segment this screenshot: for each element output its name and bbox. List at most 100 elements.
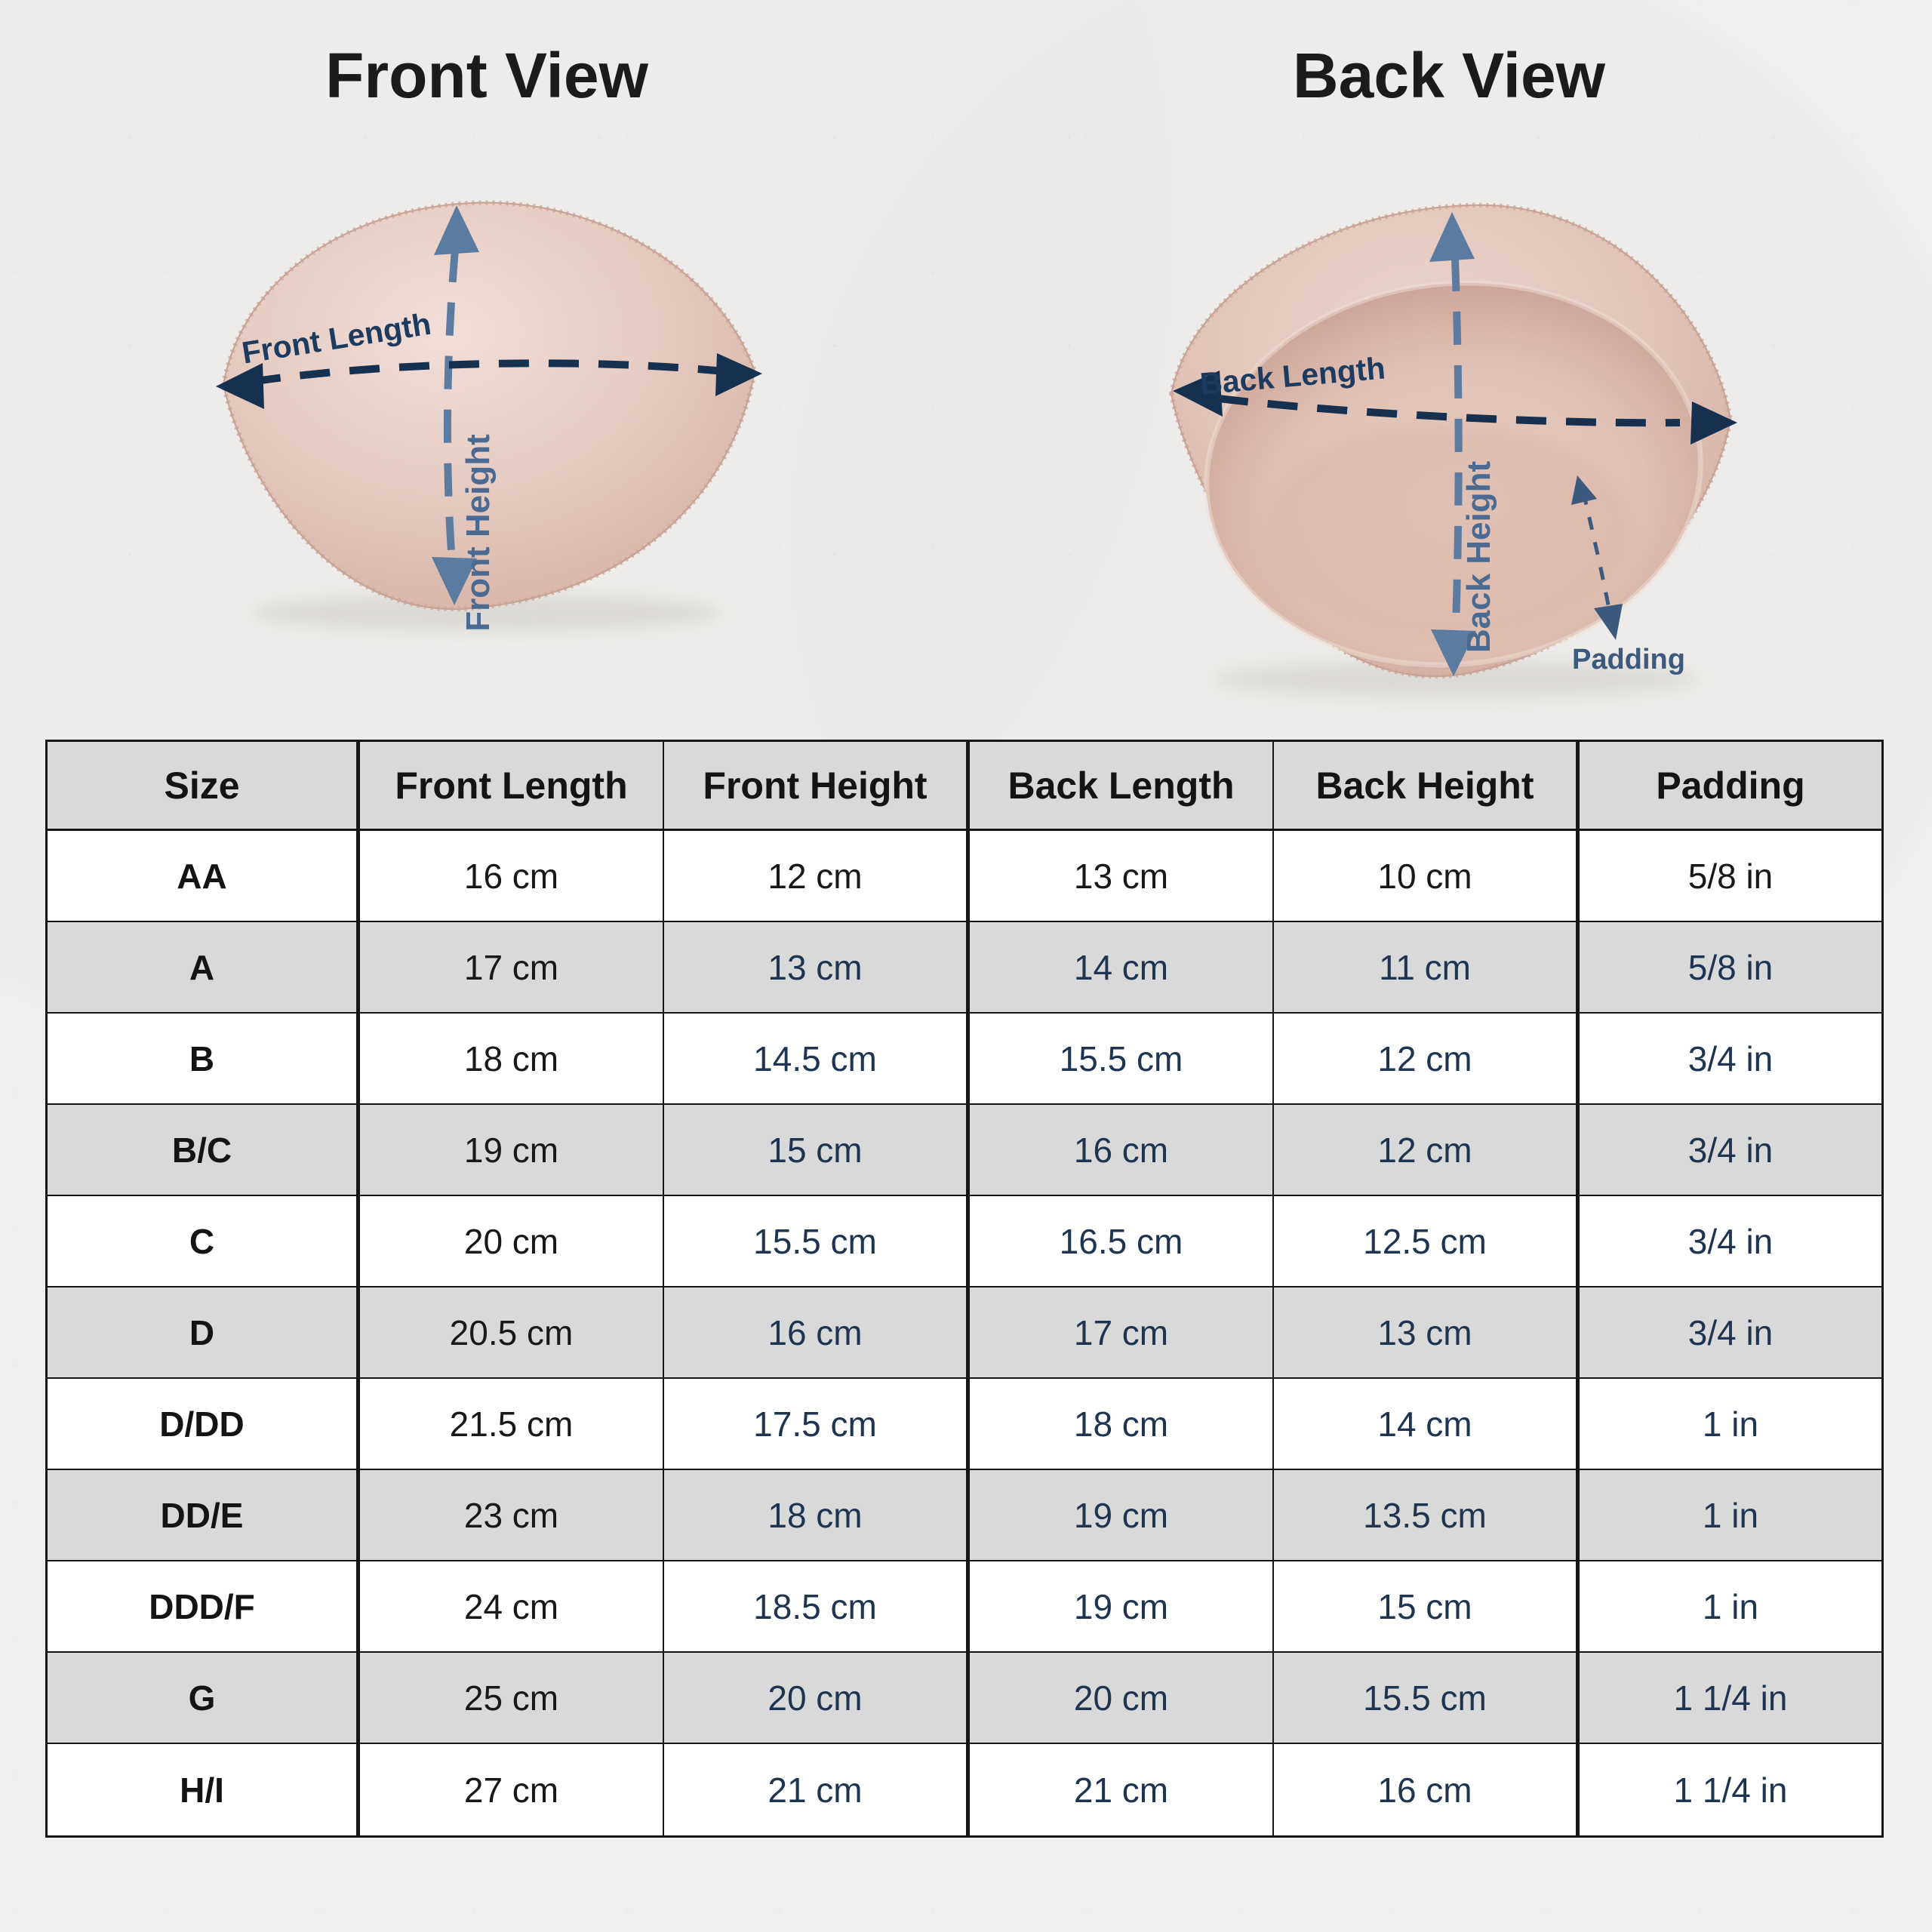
table-cell: 20 cm <box>970 1653 1274 1744</box>
table-cell: 3/4 in <box>1580 1105 1881 1196</box>
front-length-arrowhead-left <box>216 363 264 409</box>
back-length-arrow <box>1217 395 1681 427</box>
size-cell: G <box>48 1653 360 1744</box>
table-cell: 1 1/4 in <box>1580 1744 1881 1835</box>
back-height-arrow <box>1451 257 1463 626</box>
table-cell: 15.5 cm <box>970 1014 1274 1105</box>
col-header-front-length: Front Length <box>360 742 664 831</box>
col-header-back-height: Back Height <box>1274 742 1580 831</box>
table-cell: 19 cm <box>970 1561 1274 1653</box>
table-cell: 13 cm <box>970 831 1274 922</box>
table-cell: 12 cm <box>1274 1014 1580 1105</box>
front-pad-shadow <box>253 593 721 632</box>
back-pad-inner-rim-highlight <box>1204 280 1703 668</box>
front-height-arrow <box>443 248 459 562</box>
table-cell: 16 cm <box>360 831 664 922</box>
front-pad-shape <box>222 202 756 611</box>
table-cell: 20 cm <box>664 1653 970 1744</box>
table-cell: 3/4 in <box>1580 1014 1881 1105</box>
table-cell: 14.5 cm <box>664 1014 970 1105</box>
size-cell: DD/E <box>48 1470 360 1561</box>
back-pad-stitch-edge <box>1168 202 1734 679</box>
table-cell: 17 cm <box>970 1287 1274 1379</box>
back-pad-illustration: Back Length Back Height Padding <box>1168 202 1737 699</box>
table-cell: 27 cm <box>360 1744 664 1835</box>
table-cell: 1 in <box>1580 1379 1881 1470</box>
table-cell: 13 cm <box>1274 1287 1580 1379</box>
table-cell: 15.5 cm <box>1274 1653 1580 1744</box>
table-cell: 11 cm <box>1274 922 1580 1014</box>
back-height-arrowhead-bottom <box>1431 629 1476 676</box>
front-pad-illustration: Front Length Front Height <box>216 200 762 632</box>
table-cell: 5/8 in <box>1580 831 1881 922</box>
table-cell: 15 cm <box>1274 1561 1580 1653</box>
table-cell: 18 cm <box>664 1470 970 1561</box>
front-view-title: Front View <box>325 40 648 111</box>
size-cell: A <box>48 922 360 1014</box>
back-height-label: Back Height <box>1460 461 1497 654</box>
table-cell: 14 cm <box>970 922 1274 1014</box>
table-cell: 12 cm <box>1274 1105 1580 1196</box>
front-height-arrowhead-top <box>434 205 479 255</box>
col-header-front-height: Front Height <box>664 742 970 831</box>
table-cell: 10 cm <box>1274 831 1580 922</box>
front-height-arrowhead-bottom <box>432 557 477 605</box>
table-cell: 16.5 cm <box>970 1196 1274 1287</box>
table-cell: 16 cm <box>664 1287 970 1379</box>
table-cell: 18.5 cm <box>664 1561 970 1653</box>
padding-label: Padding <box>1572 644 1685 675</box>
col-header-size: Size <box>48 742 360 831</box>
back-pad-shadow <box>1215 660 1698 699</box>
table-cell: 1 1/4 in <box>1580 1653 1881 1744</box>
table-cell: 18 cm <box>970 1379 1274 1470</box>
table-cell: 14 cm <box>1274 1379 1580 1470</box>
back-height-arrowhead-top <box>1429 212 1475 262</box>
size-cell: B <box>48 1014 360 1105</box>
table-cell: 1 in <box>1580 1561 1881 1653</box>
front-height-label: Front Height <box>460 434 497 632</box>
table-cell: 1 in <box>1580 1470 1881 1561</box>
table-cell: 12 cm <box>664 831 970 922</box>
padding-arrowhead-bottom <box>1594 604 1623 640</box>
table-cell: 19 cm <box>360 1105 664 1196</box>
table-cell: 3/4 in <box>1580 1287 1881 1379</box>
back-length-arrowhead-right <box>1690 401 1737 445</box>
table-cell: 20.5 cm <box>360 1287 664 1379</box>
table-cell: 16 cm <box>970 1105 1274 1196</box>
size-cell: D <box>48 1287 360 1379</box>
table-cell: 21 cm <box>664 1744 970 1835</box>
table-cell: 17 cm <box>360 922 664 1014</box>
table-cell: 24 cm <box>360 1561 664 1653</box>
table-cell: 23 cm <box>360 1470 664 1561</box>
size-cell: AA <box>48 831 360 922</box>
size-cell: H/I <box>48 1744 360 1835</box>
table-cell: 21.5 cm <box>360 1379 664 1470</box>
size-cell: D/DD <box>48 1379 360 1470</box>
size-cell: DDD/F <box>48 1561 360 1653</box>
back-pad-inner-floor <box>1260 423 1635 643</box>
size-table: Size Front Length Front Height Back Leng… <box>45 740 1884 1838</box>
table-cell: 5/8 in <box>1580 922 1881 1014</box>
table-cell: 13.5 cm <box>1274 1470 1580 1561</box>
table-cell: 25 cm <box>360 1653 664 1744</box>
back-length-arrowhead-left <box>1173 371 1223 417</box>
table-cell: 16 cm <box>1274 1744 1580 1835</box>
table-cell: 12.5 cm <box>1274 1196 1580 1287</box>
table-cell: 13 cm <box>664 922 970 1014</box>
padding-arrowhead-top <box>1571 475 1597 505</box>
front-length-arrow <box>250 359 731 386</box>
padding-pointer-arrow <box>1581 491 1612 614</box>
table-cell: 21 cm <box>970 1744 1274 1835</box>
col-header-back-length: Back Length <box>970 742 1274 831</box>
size-cell: C <box>48 1196 360 1287</box>
size-cell: B/C <box>48 1105 360 1196</box>
table-cell: 20 cm <box>360 1196 664 1287</box>
table-cell: 19 cm <box>970 1470 1274 1561</box>
table-cell: 3/4 in <box>1580 1196 1881 1287</box>
table-cell: 15 cm <box>664 1105 970 1196</box>
back-view-title: Back View <box>1292 40 1606 111</box>
table-cell: 15.5 cm <box>664 1196 970 1287</box>
col-header-padding: Padding <box>1580 742 1881 831</box>
front-length-arrowhead-right <box>715 353 762 396</box>
